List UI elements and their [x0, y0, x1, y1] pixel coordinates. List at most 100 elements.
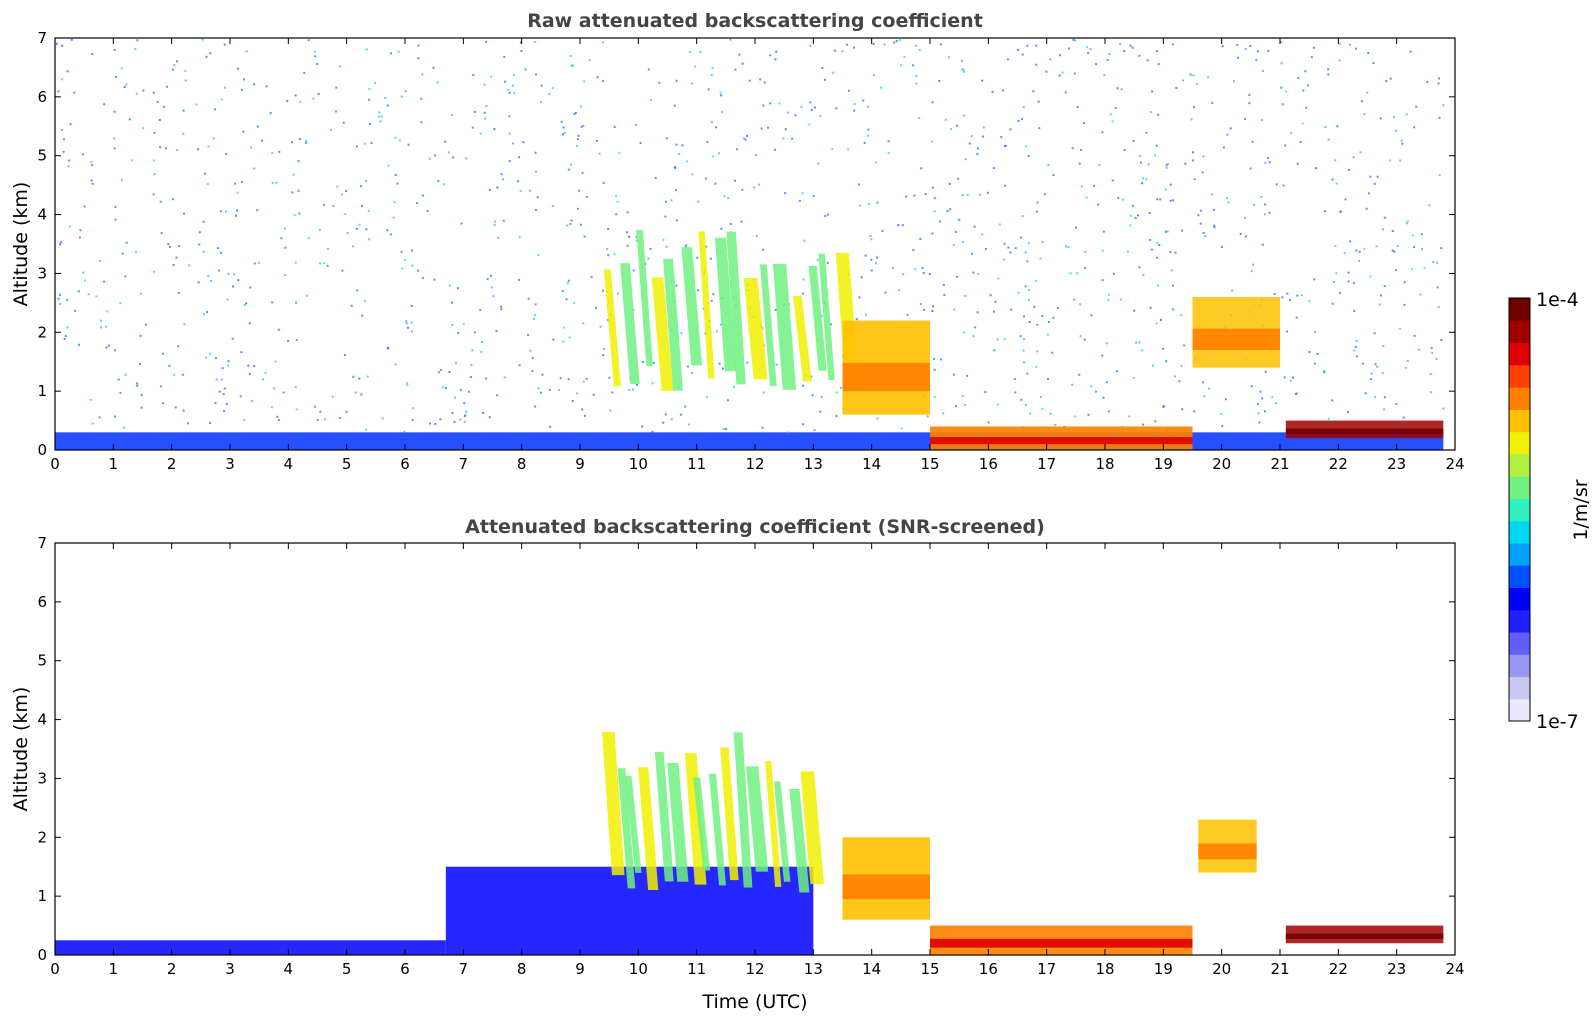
- heatmap-cell: [305, 141, 308, 144]
- heatmap-cell: [439, 418, 442, 421]
- heatmap-cell: [647, 257, 650, 260]
- heatmap-cell: [508, 91, 511, 94]
- heatmap-cell: [931, 232, 934, 235]
- heatmap-cell: [900, 427, 903, 430]
- heatmap-cell: [410, 249, 413, 252]
- heatmap-cell: [135, 250, 138, 253]
- heatmap-cell: [197, 281, 200, 284]
- heatmap-cell: [919, 303, 922, 306]
- heatmap-cell: [490, 75, 493, 78]
- heatmap-cell: [386, 229, 389, 232]
- x-axis-label: Time (UTC): [701, 991, 807, 1013]
- heatmap-cell: [933, 368, 936, 371]
- heatmap-cell: [82, 153, 85, 156]
- heatmap-cell: [527, 333, 530, 336]
- heatmap-cell: [1431, 351, 1434, 354]
- heatmap-cell: [568, 336, 571, 339]
- heatmap-cell: [674, 188, 677, 191]
- heatmap-cell: [70, 38, 73, 41]
- heatmap-cell: [1027, 242, 1030, 245]
- heatmap-cell: [516, 180, 519, 183]
- heatmap-cell: [1126, 250, 1129, 253]
- heatmap-cell: [1363, 113, 1366, 116]
- heatmap-cell: [440, 368, 443, 371]
- colorbar-step: [1509, 320, 1530, 344]
- heatmap-cell: [62, 150, 65, 153]
- heatmap-cell: [1003, 258, 1006, 261]
- heatmap-cell: [502, 178, 505, 181]
- heatmap-cell: [709, 773, 726, 886]
- colorbar-step: [1509, 409, 1530, 433]
- panel-raw: Raw attenuated backscattering coefficien…: [10, 10, 1465, 473]
- heatmap-cell: [1292, 376, 1295, 379]
- heatmap-cell: [59, 303, 62, 306]
- heatmap-cell: [685, 244, 688, 247]
- heatmap-cell: [1373, 182, 1376, 185]
- heatmap-cell: [729, 38, 732, 41]
- heatmap-cell: [928, 272, 931, 275]
- heatmap-cell: [1347, 280, 1350, 283]
- heatmap-cell: [201, 38, 204, 41]
- heatmap-cell: [401, 267, 404, 270]
- heatmap-cell: [283, 227, 286, 230]
- heatmap-cell: [1236, 44, 1239, 47]
- heatmap-cell: [223, 387, 226, 390]
- heatmap-cell: [508, 160, 511, 163]
- heatmap-cell: [152, 159, 155, 162]
- heatmap-cell: [214, 357, 217, 360]
- heatmap-cell: [269, 111, 272, 114]
- heatmap-cell: [1078, 373, 1081, 376]
- heatmap-cell: [933, 197, 936, 200]
- heatmap-cell: [921, 267, 924, 270]
- heatmap-cell: [512, 74, 515, 77]
- heatmap-cell: [778, 102, 781, 105]
- heatmap-cell: [1193, 178, 1196, 181]
- heatmap-cell: [774, 308, 777, 311]
- heatmap-cell: [1013, 378, 1016, 381]
- heatmap-cell: [405, 320, 408, 323]
- x-tick-label: 11: [687, 455, 706, 473]
- heatmap-cell: [319, 262, 322, 265]
- heatmap-cell: [1133, 309, 1136, 312]
- heatmap-cell: [714, 126, 717, 129]
- heatmap-cell: [496, 186, 499, 189]
- heatmap-cell: [1262, 69, 1265, 72]
- x-tick-label: 2: [167, 960, 177, 978]
- heatmap-cell: [958, 218, 961, 221]
- heatmap-cell: [332, 205, 335, 208]
- heatmap-cell: [1375, 245, 1378, 248]
- heatmap-cell: [1175, 86, 1178, 89]
- heatmap-cell: [527, 297, 530, 300]
- x-axis: 0 1 2 3 4 5 6 7 8 9 10 11 12 13 14 15 16 17 18 19 20 21 22 23 24: [50, 38, 1465, 473]
- heatmap-cell: [463, 402, 466, 405]
- heatmap-cell: [507, 88, 510, 91]
- heatmap-cell: [571, 400, 574, 403]
- y-tick-label: 3: [37, 264, 47, 282]
- heatmap-cell: [1419, 293, 1422, 296]
- heatmap-cell: [60, 241, 63, 244]
- heatmap-cell: [873, 74, 876, 77]
- heatmap-cell: [723, 195, 726, 198]
- heatmap-cell: [1134, 217, 1137, 220]
- heatmap-cell: [411, 419, 414, 422]
- heatmap-cell: [576, 138, 579, 141]
- heatmap-cell: [1232, 80, 1235, 83]
- heatmap-cell: [1382, 344, 1385, 347]
- heatmap-cell: [393, 201, 396, 204]
- heatmap-cell: [585, 377, 588, 380]
- heatmap-cell: [1327, 68, 1330, 71]
- heatmap-cell: [957, 177, 960, 180]
- heatmap-cell: [1244, 117, 1247, 120]
- heatmap-cell: [1264, 161, 1267, 164]
- heatmap-cell: [953, 308, 956, 311]
- heatmap-cell: [831, 148, 834, 151]
- heatmap-cell: [966, 193, 969, 196]
- heatmap-cell: [195, 103, 198, 106]
- heatmap-cell: [421, 194, 424, 197]
- heatmap-cell: [125, 83, 128, 86]
- heatmap-cell: [1181, 408, 1184, 411]
- heatmap-cell: [609, 409, 612, 412]
- heatmap-cell: [1071, 383, 1074, 386]
- heatmap-cell: [1438, 116, 1441, 119]
- heatmap-cell: [113, 137, 116, 140]
